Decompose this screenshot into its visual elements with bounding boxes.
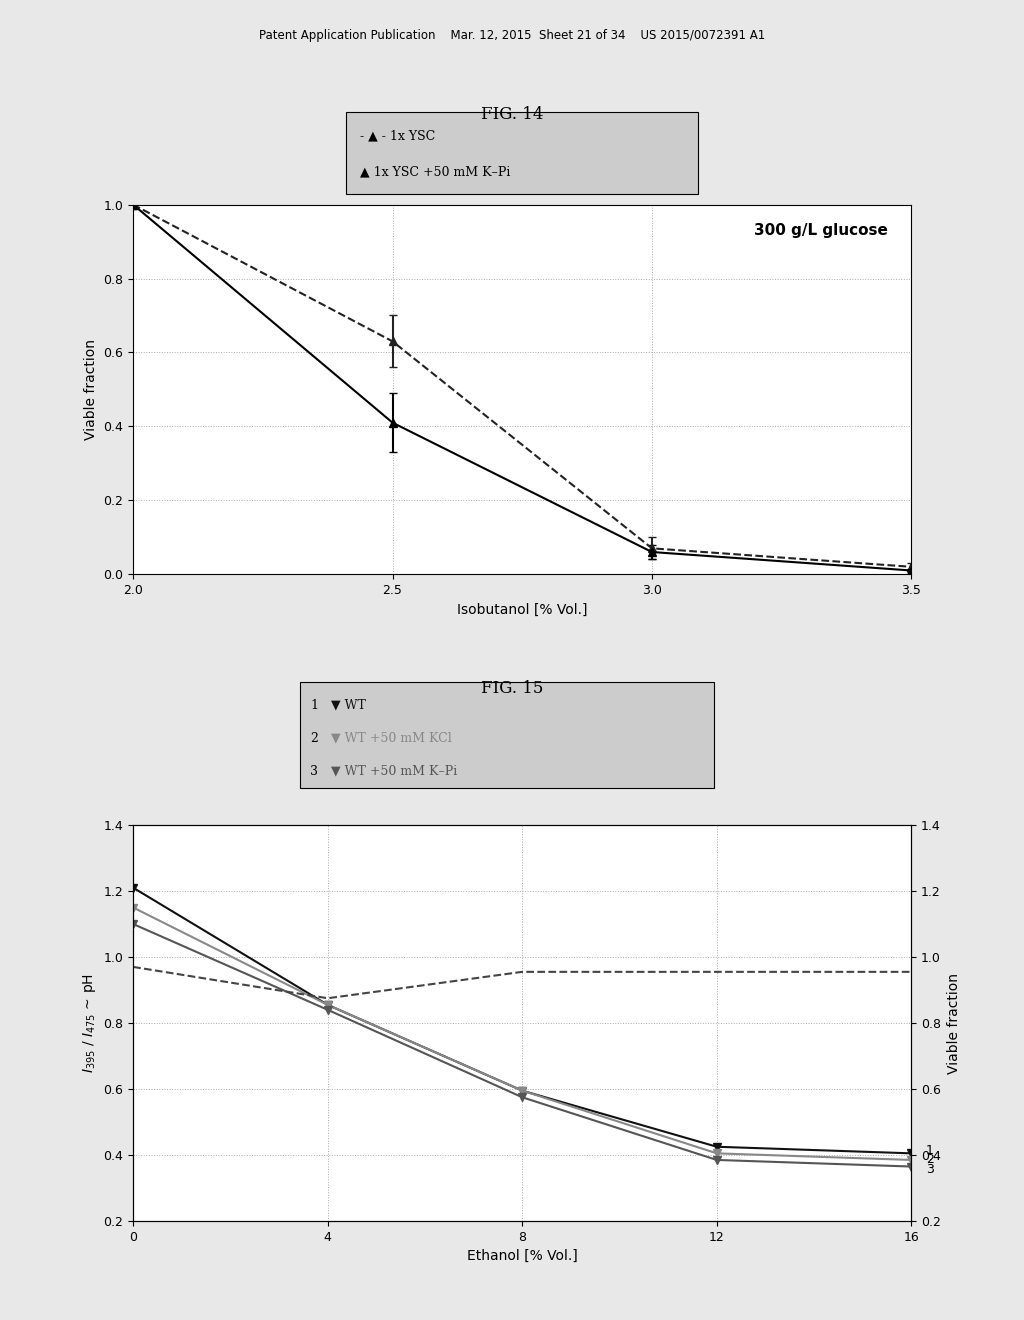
Text: ▲ 1x YSC +50 mM K–Pi: ▲ 1x YSC +50 mM K–Pi [360, 166, 511, 178]
X-axis label: Ethanol [% Vol.]: Ethanol [% Vol.] [467, 1249, 578, 1263]
Text: FIG. 14: FIG. 14 [480, 106, 544, 123]
Text: 300 g/L glucose: 300 g/L glucose [754, 223, 888, 238]
Text: FIG. 15: FIG. 15 [481, 680, 543, 697]
Text: 1: 1 [310, 698, 318, 711]
Text: 3: 3 [926, 1163, 934, 1176]
Text: ▼ WT: ▼ WT [331, 698, 366, 711]
Text: 2: 2 [310, 731, 318, 744]
Text: ▼ WT +50 mM K–Pi: ▼ WT +50 mM K–Pi [331, 764, 457, 777]
Text: ▼ WT +50 mM KCl: ▼ WT +50 mM KCl [331, 731, 452, 744]
X-axis label: Isobutanol [% Vol.]: Isobutanol [% Vol.] [457, 602, 588, 616]
Text: 2: 2 [926, 1154, 934, 1167]
Text: - ▲ - 1x YSC: - ▲ - 1x YSC [360, 129, 435, 143]
Text: 3: 3 [310, 764, 318, 777]
Y-axis label: Viable fraction: Viable fraction [84, 339, 98, 440]
Y-axis label: Viable fraction: Viable fraction [946, 973, 961, 1073]
Y-axis label: $\mathit{I}_{395}$ / $\mathit{I}_{475}$ ~ pH: $\mathit{I}_{395}$ / $\mathit{I}_{475}$ … [81, 973, 98, 1073]
Text: 1: 1 [926, 1143, 934, 1156]
Text: Patent Application Publication    Mar. 12, 2015  Sheet 21 of 34    US 2015/00723: Patent Application Publication Mar. 12, … [259, 29, 765, 42]
